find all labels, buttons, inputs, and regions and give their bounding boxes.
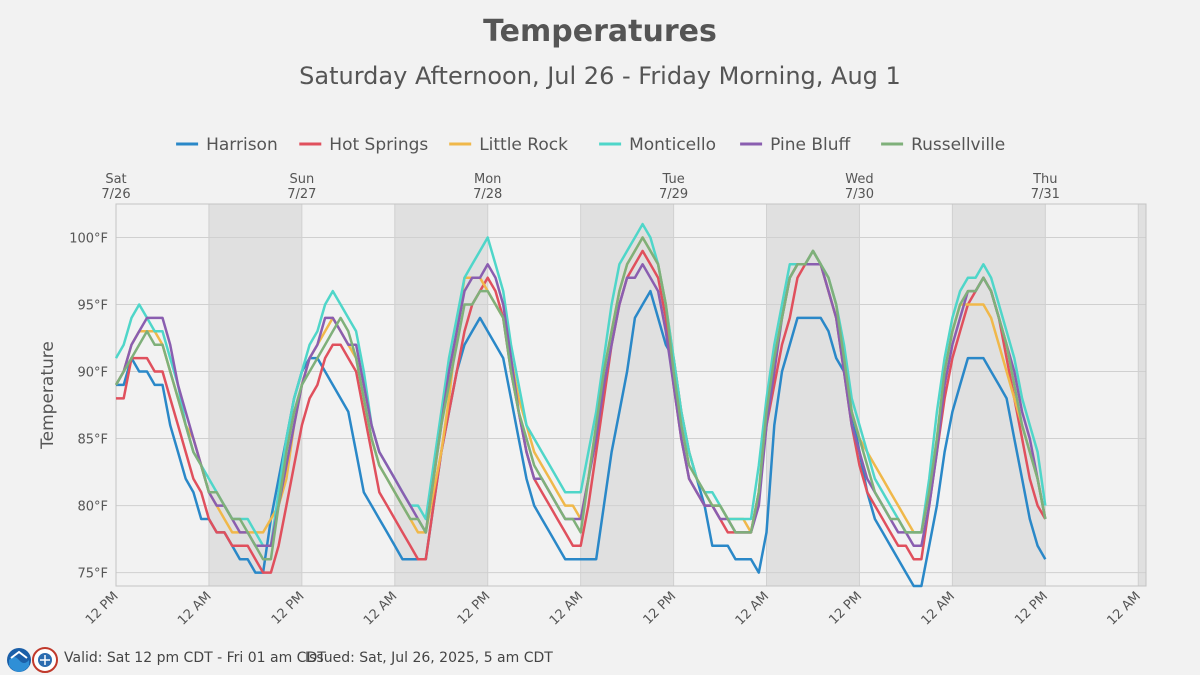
date-label: 7/27 bbox=[287, 187, 316, 202]
x-tick-label: 12 AM bbox=[919, 589, 958, 628]
day-label: Sat bbox=[105, 172, 126, 187]
legend-label: Monticello bbox=[629, 135, 716, 155]
x-tick-label: 12 PM bbox=[455, 589, 494, 628]
x-tick-label: 12 PM bbox=[826, 589, 865, 628]
valid-period: Valid: Sat 12 pm CDT - Fri 01 am CDT bbox=[64, 650, 326, 666]
y-tick-label: 90°F bbox=[77, 366, 108, 381]
night-band bbox=[1138, 204, 1146, 586]
date-label: 7/28 bbox=[473, 187, 502, 202]
legend-label: Hot Springs bbox=[329, 135, 428, 155]
temperature-chart: 75°F 80°F 85°F 90°F 95°F 100°F Temperature 12 P… bbox=[38, 135, 1147, 629]
y-tick-label: 80°F bbox=[77, 500, 108, 515]
day-label: Mon bbox=[474, 172, 501, 187]
agency-logos bbox=[7, 647, 58, 673]
night-band bbox=[580, 204, 674, 586]
legend-label: Little Rock bbox=[479, 135, 568, 155]
x-tick-label: 12 AM bbox=[175, 589, 214, 628]
x-tick-label: 12 AM bbox=[361, 589, 400, 628]
x-tick-label: 12 PM bbox=[83, 589, 122, 628]
noaa-logo bbox=[7, 648, 31, 672]
nws-logo bbox=[32, 647, 58, 673]
series-line-russellville bbox=[114, 236, 1047, 561]
date-label: 7/30 bbox=[845, 187, 874, 202]
y-tick-label: 95°F bbox=[77, 299, 108, 314]
y-tick-label: 75°F bbox=[77, 567, 108, 582]
legend-label: Harrison bbox=[206, 135, 278, 155]
x-tick-label: 12 PM bbox=[1012, 589, 1051, 628]
series-line-hot-springs bbox=[116, 249, 1047, 574]
night-band bbox=[766, 204, 860, 586]
y-tick-label: 100°F bbox=[69, 232, 108, 247]
chart-subtitle: Saturday Afternoon, Jul 26 - Friday Morn… bbox=[299, 62, 901, 90]
footer: Valid: Sat 12 pm CDT - Fri 01 am CDT Iss… bbox=[0, 640, 1200, 675]
chart-title: Temperatures bbox=[483, 14, 717, 49]
day-label: Wed bbox=[845, 172, 873, 187]
plot-border bbox=[115, 203, 1147, 587]
y-axis-title: Temperature bbox=[38, 341, 58, 450]
day-label: Tue bbox=[661, 172, 684, 187]
issued-time: Issued: Sat, Jul 26, 2025, 5 am CDT bbox=[305, 650, 553, 666]
x-tick-label: 12 PM bbox=[269, 589, 308, 628]
legend-label: Russellville bbox=[911, 135, 1005, 155]
date-label: 7/31 bbox=[1031, 187, 1060, 202]
date-label: 7/26 bbox=[101, 187, 130, 202]
night-band bbox=[394, 204, 488, 586]
day-label: Thu bbox=[1032, 172, 1057, 187]
legend-label: Pine Bluff bbox=[770, 135, 851, 155]
x-tick-label: 12 AM bbox=[1104, 589, 1143, 628]
y-tick-label: 85°F bbox=[77, 433, 108, 448]
date-label: 7/29 bbox=[659, 187, 688, 202]
x-tick-label: 12 AM bbox=[733, 589, 772, 628]
day-label: Sun bbox=[289, 172, 314, 187]
x-tick-label: 12 PM bbox=[641, 589, 680, 628]
x-tick-label: 12 AM bbox=[547, 589, 586, 628]
night-band bbox=[208, 204, 302, 586]
